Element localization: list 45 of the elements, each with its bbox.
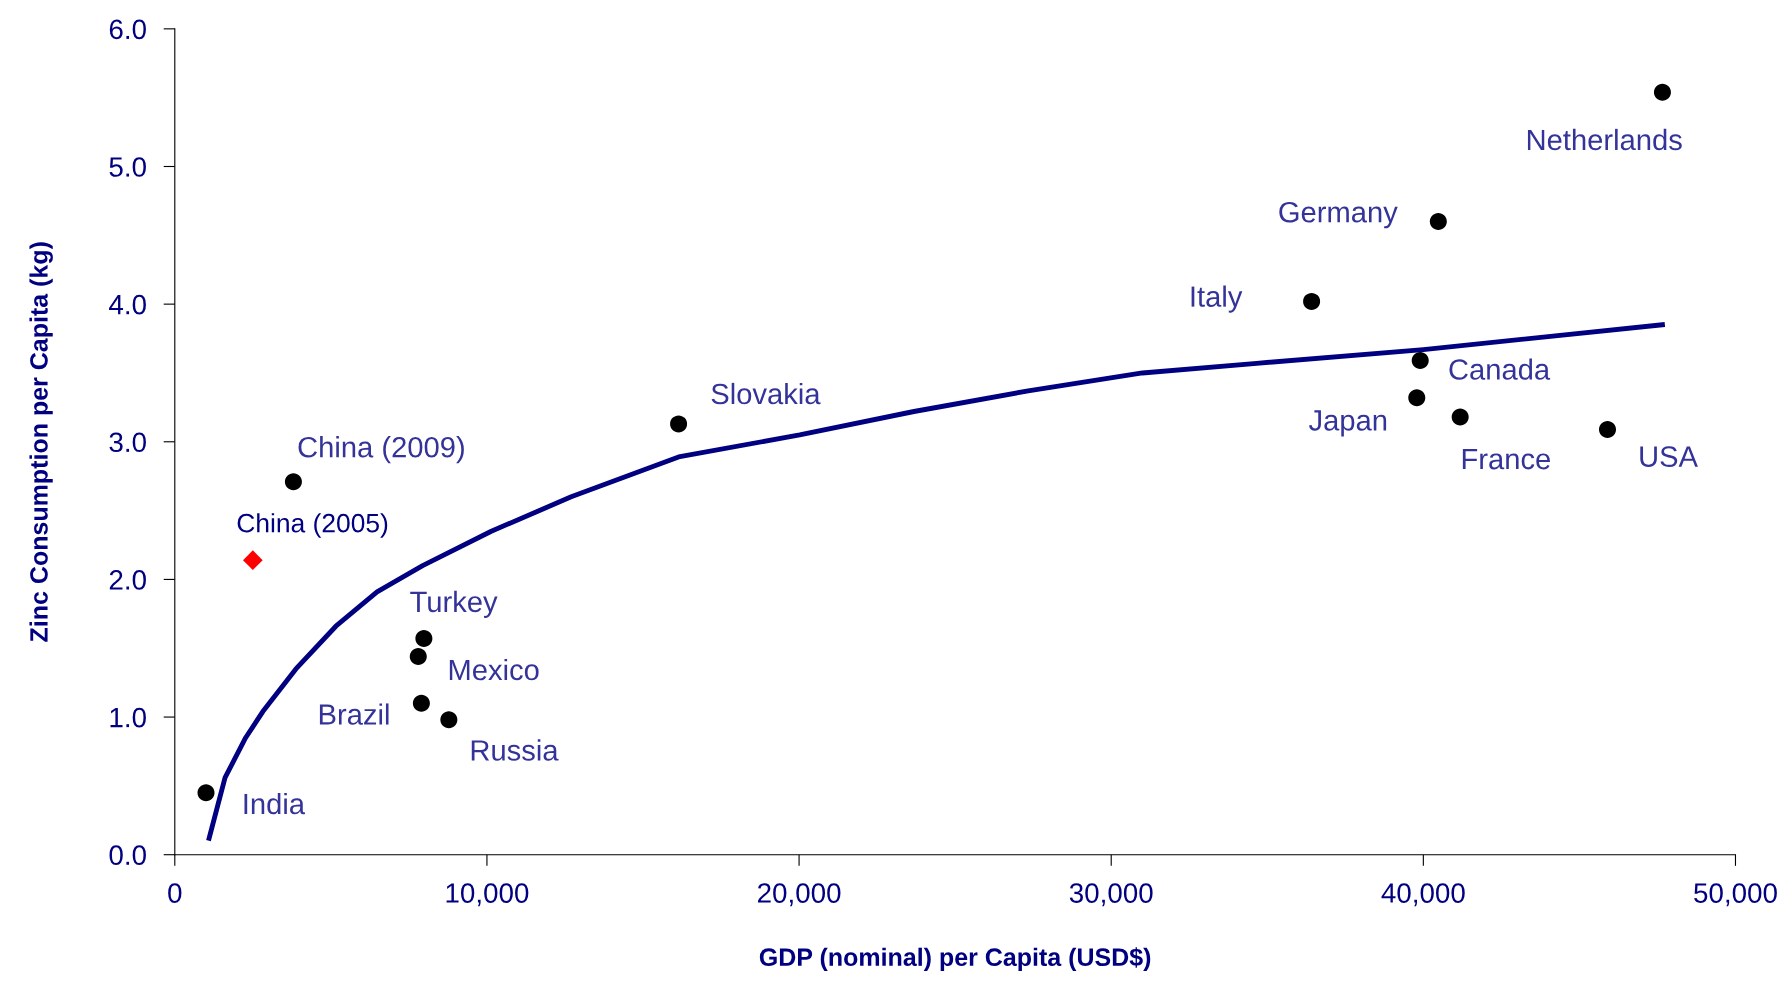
- x-tick-label: 20,000: [757, 883, 841, 907]
- point: [1411, 352, 1429, 370]
- point: [415, 630, 433, 648]
- point: [440, 711, 458, 729]
- annotation: Turkey: [410, 590, 498, 618]
- annotation: Germany: [1279, 201, 1398, 229]
- annotation: Netherlands: [1527, 128, 1682, 151]
- x-tick-label: 40,000: [1381, 883, 1465, 907]
- point: [1598, 420, 1617, 438]
- annotation: Mexico: [449, 658, 539, 681]
- annotation: France: [1462, 449, 1550, 470]
- annotation: Brazil: [319, 703, 389, 725]
- point: [670, 415, 688, 433]
- y-tick-label: 2.0: [109, 570, 146, 590]
- point: [1451, 408, 1469, 426]
- annotation: Italy: [1191, 285, 1243, 313]
- x-tick-label: 50,000: [1694, 883, 1777, 907]
- point: [1653, 83, 1671, 101]
- annotation: Slovakia: [711, 382, 821, 405]
- y-tick-label: 0.0: [109, 845, 146, 866]
- y-tick-label: 1.0: [110, 707, 146, 728]
- series-label: China (2005): [237, 513, 388, 538]
- annotation: Russia: [471, 739, 559, 761]
- y-tick-label: 4.0: [109, 294, 146, 315]
- point: [1408, 389, 1426, 407]
- y-tick-label: 5.0: [109, 157, 146, 177]
- y-tick-label: 6.0: [109, 19, 146, 40]
- y-tick-label: 3.0: [109, 432, 146, 453]
- annotation: India: [244, 792, 306, 815]
- y-axis-title: Zinc Consumption per Capita (kg): [29, 242, 53, 642]
- point: [1429, 213, 1447, 231]
- annotation: Japan: [1308, 410, 1387, 437]
- x-tick-label: 0: [168, 883, 182, 903]
- point: [197, 784, 215, 802]
- point: [409, 648, 427, 666]
- point: [243, 550, 263, 570]
- annotation: Canada: [1449, 358, 1551, 380]
- x-axis-title: GDP (nominal) per Capita (USD$): [759, 947, 1151, 972]
- annotation: China (2009): [298, 436, 464, 464]
- point: [412, 694, 430, 712]
- x-tick-label: 10,000: [446, 883, 529, 907]
- x-tick-label: 30,000: [1069, 883, 1153, 907]
- annotation: USA: [1640, 446, 1698, 467]
- point: [284, 473, 302, 491]
- point: [1303, 292, 1321, 310]
